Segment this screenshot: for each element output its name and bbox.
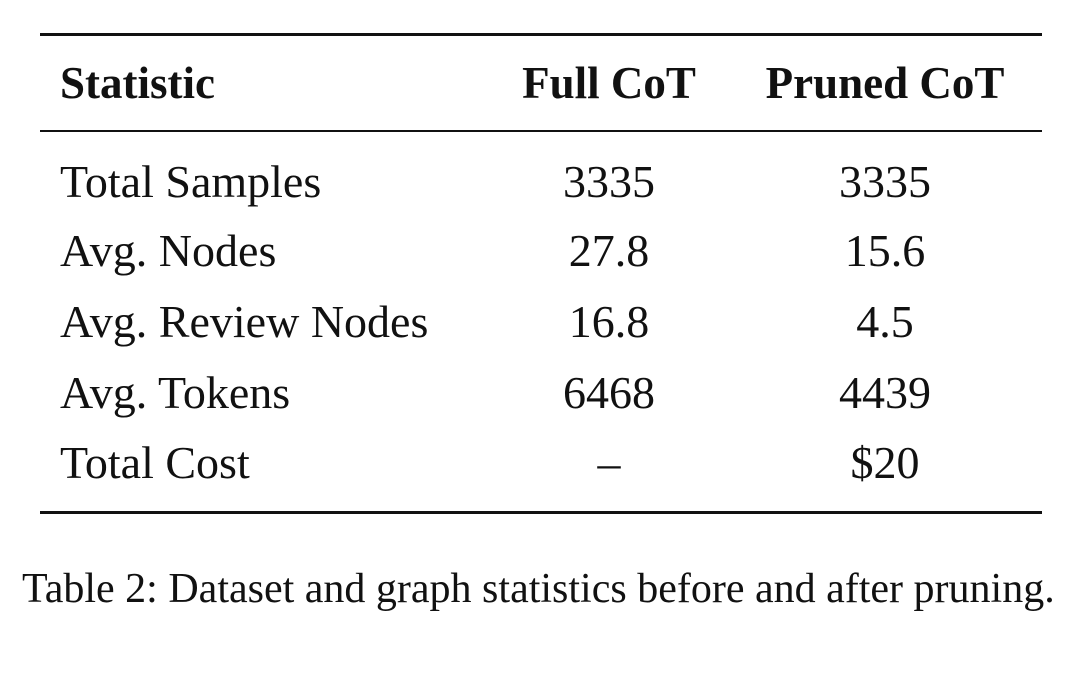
header-cell: Statistic [60, 58, 215, 108]
top-rule [40, 33, 1042, 36]
table-cell: 3335 [563, 156, 655, 207]
mid-rule [40, 130, 1042, 132]
row-label: Avg. Nodes [60, 225, 277, 276]
bottom-rule [40, 511, 1042, 514]
caption: Table 2: Dataset and graph statistics be… [22, 566, 1055, 612]
table-cell: 27.8 [568, 225, 650, 276]
table-cell: 4.5 [856, 296, 914, 347]
table-cell: 15.6 [844, 225, 926, 276]
row-label: Total Samples [60, 156, 322, 207]
table-cell: – [597, 437, 621, 488]
row-label: Avg. Tokens [60, 367, 291, 418]
header-cell: Pruned CoT [765, 58, 1005, 108]
header-cell: Full CoT [522, 58, 696, 108]
table-cell: 3335 [839, 156, 931, 207]
row-label: Avg. Review Nodes [60, 296, 429, 347]
table-cell: $20 [850, 437, 920, 488]
row-label: Total Cost [60, 437, 250, 488]
table-cell: 6468 [563, 367, 655, 418]
table-cell: 16.8 [568, 296, 650, 347]
table-cell: 4439 [839, 367, 931, 418]
